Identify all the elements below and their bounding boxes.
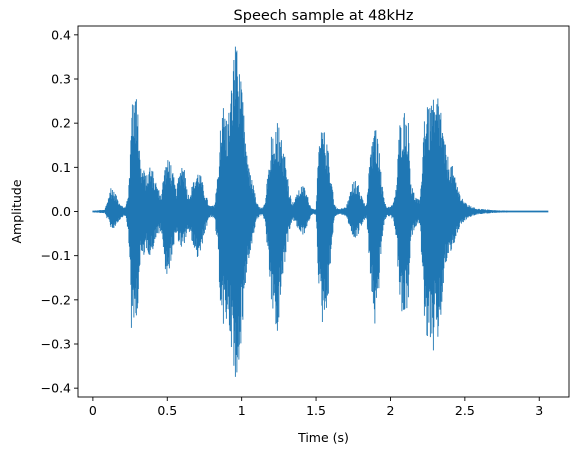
x-tick-label: 0 bbox=[89, 403, 97, 418]
y-axis-label: Amplitude bbox=[9, 179, 24, 243]
chart-title: Speech sample at 48kHz bbox=[234, 8, 414, 24]
y-tick-label: 0.0 bbox=[51, 204, 71, 219]
x-axis-ticks: 0 0.5 1 1.5 2 2.5 3 bbox=[89, 397, 543, 418]
y-tick-label: −0.4 bbox=[41, 381, 71, 396]
waveform-line bbox=[92, 46, 549, 377]
x-tick-label: 0.5 bbox=[157, 403, 177, 418]
x-tick-label: 1.5 bbox=[306, 403, 326, 418]
x-tick-label: 1 bbox=[238, 403, 246, 418]
waveform-series bbox=[92, 46, 549, 377]
y-tick-label: 0.4 bbox=[51, 27, 71, 42]
x-tick-label: 2.5 bbox=[455, 403, 475, 418]
y-tick-label: 0.2 bbox=[51, 116, 71, 131]
y-tick-label: −0.1 bbox=[41, 248, 71, 263]
y-tick-label: 0.3 bbox=[51, 72, 71, 87]
y-tick-label: −0.3 bbox=[41, 337, 71, 352]
x-tick-label: 3 bbox=[535, 403, 543, 418]
y-tick-label: 0.1 bbox=[51, 160, 71, 175]
x-axis-label: Time (s) bbox=[297, 430, 349, 445]
x-tick-label: 2 bbox=[386, 403, 394, 418]
y-tick-label: −0.2 bbox=[41, 292, 71, 307]
y-axis-ticks: −0.4 −0.3 −0.2 −0.1 0.0 0.1 0.2 0.3 0.4 bbox=[41, 27, 78, 396]
